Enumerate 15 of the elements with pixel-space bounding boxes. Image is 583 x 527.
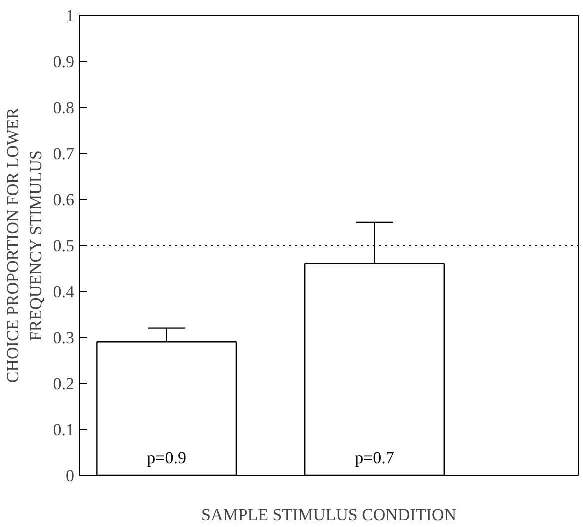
y-tick-label: 0.3 (53, 328, 74, 348)
x-tick-label: p=0.7 (355, 448, 395, 468)
y-tick-label: 0.9 (53, 52, 74, 72)
y-tick-label: 0.8 (53, 98, 74, 118)
y-axis-title: CHOICE PROPORTION FOR LOWER FREQUENCY STIMULUS (3, 107, 46, 384)
y-tick-label: 0.6 (53, 190, 74, 210)
y-tick-label: 0 (66, 466, 74, 486)
x-axis-title: SAMPLE STIMULUS CONDITION (201, 506, 457, 524)
y-tick-label: 0.7 (53, 144, 75, 164)
y-tick-label: 0.5 (53, 236, 74, 256)
y-tick-label: 0.2 (53, 374, 74, 394)
x-tick-label: p=0.9 (147, 448, 186, 468)
y-tick-label: 0.1 (53, 420, 74, 440)
y-tick-label: 1 (66, 6, 74, 26)
y-tick-label: 0.4 (53, 282, 75, 302)
